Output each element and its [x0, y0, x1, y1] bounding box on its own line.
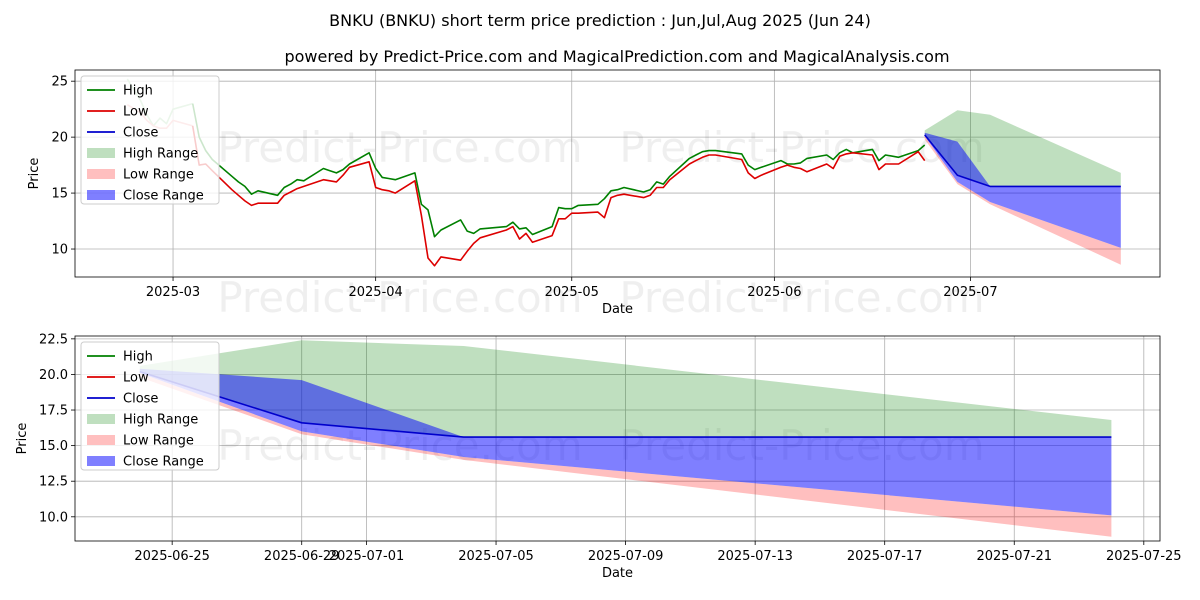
x-tick-label: 2025-07 — [943, 285, 997, 300]
y-tick-label: 25 — [51, 75, 68, 90]
legend: High Low Close High Range Low Range Close Ran… — [80, 75, 220, 205]
x-tick-label: 2025-03 — [146, 285, 200, 300]
legend-close-range-label: Close Range — [123, 455, 204, 470]
x-tick-label: 2025-06 — [747, 285, 801, 300]
top-chart-panel: Predict-Price.com Predict-Price.com Predic… — [27, 69, 1161, 322]
x-tick-label: 2025-04 — [348, 285, 402, 300]
chart-subtitle: powered by Predict-Price.com and Magical… — [284, 47, 949, 66]
axes-frame — [74, 69, 1161, 278]
x-tick-label: 2025-06-29 — [264, 549, 340, 564]
y-tick-label: 22.5 — [39, 332, 68, 347]
legend-low-label: Low — [123, 371, 149, 386]
x-tick-label: 2025-07-25 — [1106, 549, 1182, 564]
y-tick-label: 15.0 — [39, 439, 68, 454]
legend-high-range-label: High Range — [123, 413, 198, 428]
legend-box — [80, 341, 220, 471]
y-tick-label: 17.5 — [39, 404, 68, 419]
legend-low-range-label: Low Range — [123, 168, 194, 183]
x-tick-label: 2025-06-25 — [134, 549, 210, 564]
legend-low-range-swatch — [87, 169, 115, 179]
axes-frame — [74, 335, 1161, 542]
x-tick-label: 2025-05 — [545, 285, 599, 300]
close-range-band — [139, 368, 1112, 516]
low-range-band — [924, 136, 1121, 265]
x-tick-label: 2025-07-13 — [717, 549, 793, 564]
legend-high-range-swatch — [87, 414, 115, 424]
y-axis-label: Price — [27, 158, 42, 190]
close-forecast-line — [139, 370, 1112, 438]
x-tick-label: 2025-07-05 — [458, 549, 534, 564]
legend-low-range-swatch — [87, 435, 115, 445]
x-tick-label: 2025-07-17 — [847, 549, 923, 564]
legend-close-label: Close — [123, 392, 158, 407]
high-series-line — [191, 103, 926, 238]
x-axis-label: Date — [602, 302, 633, 317]
chart-title: BNKU (BNKU) short term price prediction … — [329, 11, 871, 30]
low-range-band — [139, 373, 1112, 537]
watermark-text: Predict-Price.com — [619, 123, 984, 172]
x-axis-label: Date — [602, 566, 633, 581]
watermark-text: Predict-Price.com — [217, 123, 582, 172]
legend-close-range-swatch — [87, 190, 115, 200]
bottom-chart-panel: Predict-Price.comPredict-Price.com2025-0… — [15, 332, 1182, 581]
y-tick-label: 10.0 — [39, 510, 68, 525]
legend: High Low Close High Range Low Range Close Ran… — [80, 341, 220, 471]
close-range-band — [924, 132, 1121, 248]
legend-high-label: High — [123, 350, 153, 365]
y-tick-label: 20 — [51, 131, 68, 146]
legend-low-label: Low — [123, 105, 149, 120]
y-axis-label: Price — [15, 423, 30, 455]
y-tick-label: 12.5 — [39, 475, 68, 490]
x-tick-label: 2025-07-21 — [976, 549, 1052, 564]
y-tick-label: 20.0 — [39, 368, 68, 383]
legend-high-range-label: High Range — [123, 147, 198, 162]
close-forecast-line — [924, 134, 1121, 188]
watermark-text: Predict-Price.com — [217, 273, 582, 322]
x-tick-label: 2025-07-09 — [588, 549, 664, 564]
low-series-line — [191, 125, 926, 267]
legend-high-label: High — [123, 84, 153, 99]
legend-close-label: Close — [123, 126, 158, 141]
watermark-text: Predict-Price.com — [619, 273, 984, 322]
legend-close-range-swatch — [87, 456, 115, 466]
y-tick-label: 15 — [51, 187, 68, 202]
y-tick-label: 10 — [51, 243, 68, 258]
x-tick-label: 2025-07-01 — [329, 549, 405, 564]
legend-close-range-label: Close Range — [123, 189, 204, 204]
legend-box — [80, 75, 220, 205]
legend-high-range-swatch — [87, 148, 115, 158]
legend-low-range-label: Low Range — [123, 434, 194, 449]
